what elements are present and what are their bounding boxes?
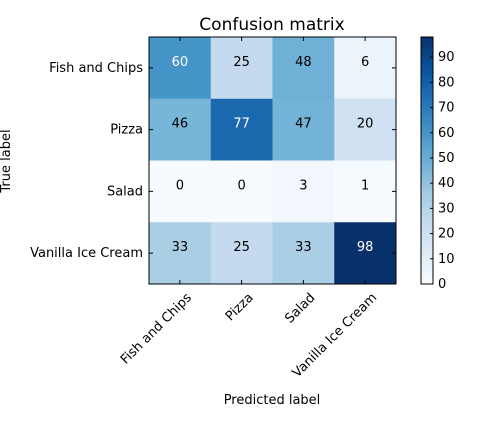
cell-value-label: 33 bbox=[172, 240, 189, 255]
chart-title: Confusion matrix bbox=[199, 15, 344, 35]
cell-value-label: 6 bbox=[361, 55, 369, 70]
y-tick-label: Salad bbox=[107, 184, 143, 199]
heatmap-cell bbox=[272, 160, 335, 223]
cell-value-label: 0 bbox=[237, 178, 245, 193]
cell-value-label: 60 bbox=[172, 55, 189, 70]
colorbar-tick-label: 70 bbox=[438, 101, 455, 116]
cell-value-label: 0 bbox=[176, 178, 184, 193]
colorbar-tick-label: 40 bbox=[438, 176, 455, 191]
heatmap-cell bbox=[210, 37, 273, 100]
y-tick-label: Pizza bbox=[110, 123, 143, 138]
heatmap-cell bbox=[149, 37, 212, 100]
heatmap-cell bbox=[210, 98, 273, 161]
colorbar-tick-label: 10 bbox=[438, 252, 455, 267]
colorbar-tick-label: 50 bbox=[438, 151, 455, 166]
colorbar bbox=[420, 36, 434, 285]
cell-value-label: 3 bbox=[299, 178, 307, 193]
cell-value-label: 47 bbox=[295, 117, 312, 132]
heatmap-cell bbox=[334, 98, 397, 161]
heatmap-cell bbox=[272, 37, 335, 100]
y-axis: Fish and Chips Pizza Salad Vanilla Ice Crea… bbox=[30, 61, 396, 261]
cell-value-label: 48 bbox=[295, 55, 312, 70]
colorbar-ticks: 0 10 20 30 40 50 60 70 80 90 bbox=[430, 50, 455, 292]
y-tick-label: Vanilla Ice Cream bbox=[30, 246, 143, 261]
heatmap-cell bbox=[334, 160, 397, 223]
heatmap-cell bbox=[334, 222, 397, 285]
x-tick-label: Pizza bbox=[223, 290, 257, 324]
heatmap-cells bbox=[149, 37, 397, 285]
heatmap-cell-labels: 60 25 48 6 46 77 47 20 0 0 3 1 33 25 33 98 bbox=[172, 55, 374, 255]
x-tick-label: Fish and Chips bbox=[118, 290, 195, 367]
colorbar-tick-label: 90 bbox=[438, 50, 455, 65]
colorbar-tick-label: 0 bbox=[438, 277, 446, 292]
heatmap-cell bbox=[210, 160, 273, 223]
colorbar-tick-label: 60 bbox=[438, 126, 455, 141]
colorbar-tick-label: 30 bbox=[438, 201, 455, 216]
colorbar-tick-label: 80 bbox=[438, 75, 455, 90]
cell-value-label: 46 bbox=[172, 117, 189, 132]
y-tick-label: Fish and Chips bbox=[49, 61, 143, 76]
cell-value-label: 25 bbox=[233, 55, 250, 70]
cell-value-label: 20 bbox=[357, 117, 374, 132]
heatmap-cell bbox=[334, 37, 397, 100]
plot-frame bbox=[148, 36, 397, 285]
heatmap-cell bbox=[149, 222, 212, 285]
cell-value-label: 98 bbox=[357, 240, 374, 255]
colorbar-tick-label: 20 bbox=[438, 227, 455, 242]
x-axis-label: Predicted label bbox=[224, 393, 321, 408]
x-tick-label: Salad bbox=[282, 290, 318, 326]
heatmap-cell bbox=[272, 222, 335, 285]
heatmap-cell bbox=[272, 98, 335, 161]
cell-value-label: 33 bbox=[295, 240, 312, 255]
heatmap-cell bbox=[149, 160, 212, 223]
cell-value-label: 25 bbox=[233, 240, 250, 255]
heatmap-cell bbox=[149, 98, 212, 161]
y-axis-label: True label bbox=[0, 129, 14, 193]
cell-value-label: 77 bbox=[233, 117, 250, 132]
heatmap-cell bbox=[210, 222, 273, 285]
cell-value-label: 1 bbox=[361, 178, 369, 193]
